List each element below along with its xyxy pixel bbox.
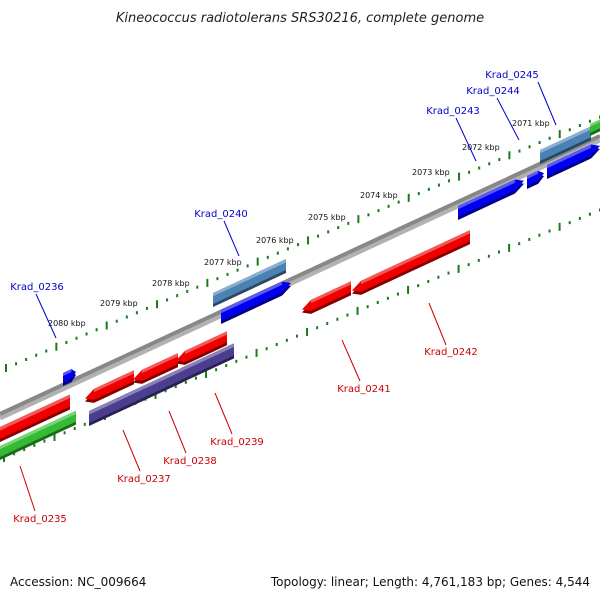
genome-backbone-shadow [0,137,600,421]
rna-bar-forward-1-highlight [213,259,286,297]
rna-bar-krad-0237-highlight [89,367,183,415]
green-feature-right-highlight [590,119,600,127]
kbp-tick-label: 2071 kbp [512,119,550,128]
gene-label-krad-0239[interactable]: Krad_0239 [210,437,264,448]
kbp-tick-label: 2076 kbp [256,236,294,245]
rna-bar-krad-0238-highlight [181,343,234,372]
gene-leader-line [428,302,447,346]
gene-bar-krad-0240[interactable] [221,281,291,324]
gene-leader-line [537,81,557,126]
gene-bar-krad-0241-highlight [311,281,351,304]
gene-bar-krad-0239-red-highlight [185,331,227,355]
gene-bar-krad-0245[interactable] [547,144,600,179]
genome-summary-text: Topology: linear; Length: 4,761,183 bp; … [270,575,590,589]
gene-bar-krad-0245-highlight [547,144,591,169]
kbp-tick-label: 2074 kbp [360,191,398,200]
gene-leader-line [223,220,240,257]
gene-bar-krad-0236-highlight [63,369,72,376]
gene-bar-krad-0243-highlight [458,179,515,210]
gene-bar-krad-0242-highlight [361,230,470,285]
gene-label-krad-0237[interactable]: Krad_0237 [117,474,171,485]
gene-bar-krad-0245-face [547,144,600,176]
kbp-tick-label: 2073 kbp [412,168,450,177]
gene-leader-line [214,392,233,435]
kbp-tick-label: 2079 kbp [100,299,138,308]
gene-bar-krad-0243[interactable] [458,179,524,220]
gene-bar-krad-0244[interactable] [527,170,544,189]
gene-bar-krad-0238-red-highlight [142,353,178,374]
gene-label-krad-0240[interactable]: Krad_0240 [194,209,248,220]
map-title: Kineococcus radiotolerans SRS30216, comp… [116,11,484,26]
gene-leader-line [455,117,477,162]
kbp-tick-label: 2072 kbp [462,143,500,152]
gene-leader-line [168,410,187,454]
rna-bar-krad-0237[interactable] [89,367,183,426]
gene-label-krad-0245[interactable]: Krad_0245 [485,70,539,81]
gene-bar-krad-0235[interactable] [0,394,70,442]
gene-bar-krad-0236[interactable] [63,369,76,386]
gene-bar-krad-0235-highlight [0,394,70,431]
rna-bar-forward-2[interactable] [540,126,591,164]
gene-bar-krad-0241[interactable] [302,281,351,314]
gene-bar-krad-0237-red[interactable] [85,370,134,403]
kbp-tick-label: 2075 kbp [308,213,346,222]
green-feature-left[interactable] [0,410,76,460]
gene-bar-krad-0244-highlight [527,170,539,179]
gene-leader-line [496,97,520,141]
gene-bar-krad-0242[interactable] [352,230,470,295]
gene-label-krad-0238[interactable]: Krad_0238 [163,456,217,467]
green-feature-right[interactable] [590,119,600,136]
gene-bar-krad-0239-red[interactable] [176,331,227,365]
green-feature-left-highlight [0,410,76,450]
gene-bar-krad-0240-face [221,281,291,321]
kbp-tick-label: 2080 kbp [48,319,86,328]
gene-leader-line [122,429,141,472]
gene-label-krad-0235[interactable]: Krad_0235 [13,514,67,525]
rna-bar-krad-0238[interactable] [181,343,234,383]
kbp-tick-label: 2078 kbp [152,279,190,288]
gene-label-krad-0243[interactable]: Krad_0243 [426,106,480,117]
gene-label-krad-0242[interactable]: Krad_0242 [424,347,478,358]
accession-text: Accession: NC_009664 [10,575,146,589]
gene-leader-line [341,339,361,382]
gene-bar-krad-0237-red-highlight [94,370,134,393]
gene-leader-line [19,465,36,512]
genome-backbone [0,134,600,416]
rna-bar-forward-2-highlight [540,126,591,154]
map-tracks: 2080 kbp 2079 kbp 2078 kbp 2077 kbp 2076 kbp… [0,115,600,462]
gene-labels: Krad_0235 Krad_0236 Krad_0237 Krad_0238 Krad… [10,70,557,525]
gene-bar-krad-0243-face [458,179,524,217]
gene-leader-line [35,293,57,339]
gene-label-krad-0236[interactable]: Krad_0236 [10,282,64,293]
gene-label-krad-0241[interactable]: Krad_0241 [337,384,391,395]
gene-bar-krad-0238-red[interactable] [133,353,178,384]
rna-bar-forward-1[interactable] [213,259,286,307]
kbp-tick-label: 2077 kbp [204,258,242,267]
gene-bar-krad-0240-highlight [221,281,282,314]
gene-label-krad-0244[interactable]: Krad_0244 [466,86,520,97]
